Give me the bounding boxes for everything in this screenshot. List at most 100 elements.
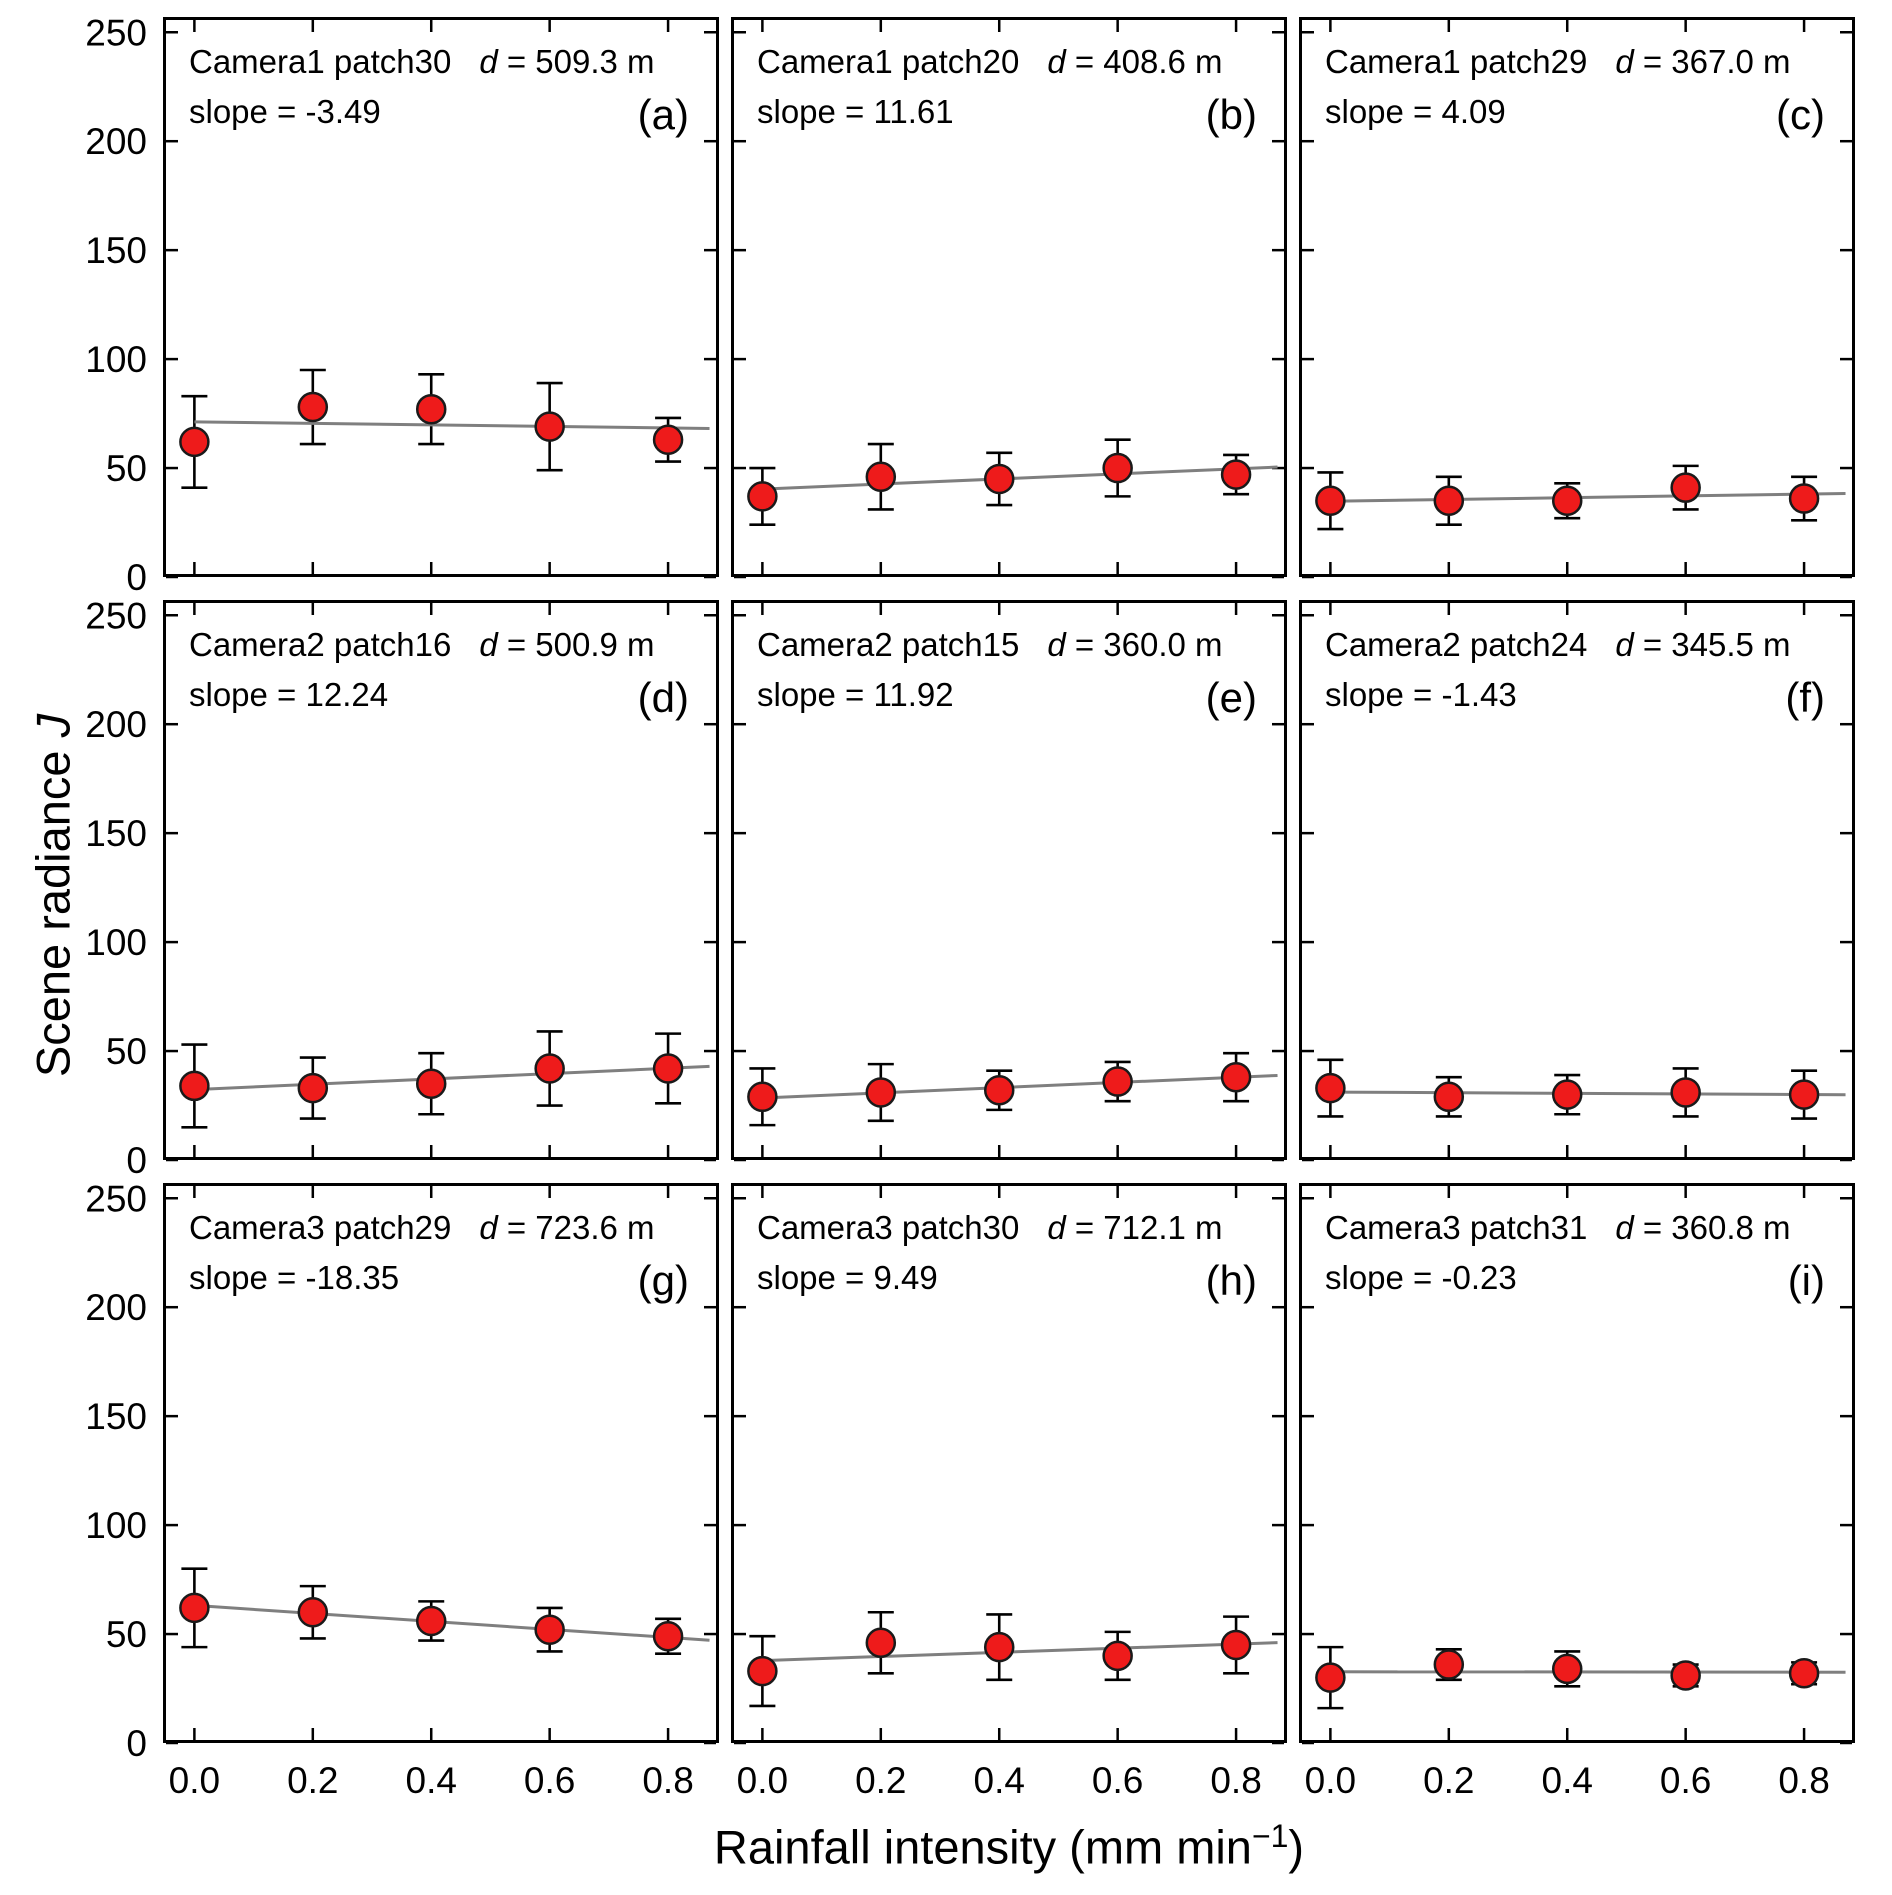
panel-title: Camera1 patch29 d = 367.0 m (1325, 43, 1791, 80)
x-tick-label: 0.2 (855, 1760, 906, 1801)
panel-label: (b) (1205, 91, 1257, 138)
y-tick-label: 100 (85, 339, 147, 380)
x-tick-label: 0.6 (1092, 1760, 1143, 1801)
plot-canvas-i: 0.0 0.2 0.4 0.6 0.8 (1299, 1183, 1855, 1801)
x-tick-label: 0.8 (1210, 1760, 1261, 1801)
panel-title: Camera2 patch24 d = 345.5 m (1325, 626, 1791, 663)
data-points (179, 391, 684, 458)
panel-border (1299, 1183, 1855, 1743)
panel-title: Camera2 patch16 d = 500.9 m (189, 626, 655, 663)
panel-title: Camera3 patch31 d = 360.8 m (1325, 1209, 1791, 1246)
panel-slope: slope = -3.49 (189, 93, 381, 130)
x-tick-label: 0.0 (737, 1760, 788, 1801)
y-tick-label: 50 (106, 448, 147, 489)
x-tick-label: 0.6 (524, 1760, 575, 1801)
plot-canvas-h: 0.0 0.2 0.4 0.6 0.8 (731, 1183, 1287, 1801)
panel-border (731, 17, 1287, 577)
plot-canvas-d: 0 50 100 150 200 250 (85, 595, 719, 1181)
tick-marks (734, 603, 1284, 1162)
panel-border (731, 600, 1287, 1160)
panel-border (731, 1183, 1287, 1743)
y-tick-label: 150 (85, 1396, 147, 1437)
panel-slope: slope = -0.23 (1325, 1259, 1517, 1296)
y-tick-label: 200 (85, 121, 147, 162)
fit-line (762, 1073, 1278, 1100)
data-points (747, 452, 1252, 512)
panel-b: Camera1 patch20 d = 408.6 m slope = 11.61… (731, 17, 1287, 579)
panel-title: Camera1 patch30 d = 509.3 m (189, 43, 655, 80)
panel-slope: slope = 4.09 (1325, 93, 1506, 130)
y-tick-label: 50 (106, 1614, 147, 1655)
panel-slope: slope = 11.92 (757, 676, 954, 713)
y-tick-label: 100 (85, 922, 147, 963)
panel-slope: slope = 12.24 (189, 676, 389, 713)
y-tick-label: 250 (85, 12, 147, 53)
panel-f: Camera2 patch24 d = 345.5 m slope = -1.43… (1299, 600, 1855, 1162)
plot-canvas-c (1299, 17, 1855, 579)
panel-c: Camera1 patch29 d = 367.0 m slope = 4.09 … (1299, 17, 1855, 579)
y-tick-label: 50 (106, 1031, 147, 1072)
tick-marks (1302, 20, 1852, 579)
panel-e: Camera2 patch15 d = 360.0 m slope = 11.92… (731, 600, 1287, 1162)
y-tick-label: 250 (85, 595, 147, 636)
panel-d: 0 50 100 150 200 250 Camera2 patch16 d = 500.9… (85, 595, 719, 1181)
data-points (1315, 1649, 1820, 1693)
fit-line (194, 1603, 710, 1642)
panel-title: Camera1 patch20 d = 408.6 m (757, 43, 1223, 80)
fit-line (762, 465, 1278, 491)
panel-border (163, 17, 719, 577)
y-tick-label: 150 (85, 813, 147, 854)
x-tick-label: 0.8 (1778, 1760, 1829, 1801)
plot-canvas-e (731, 600, 1287, 1162)
panel-slope: slope = -18.35 (189, 1259, 400, 1296)
panel-border (163, 1183, 719, 1743)
x-tick-label: 0.4 (406, 1760, 457, 1801)
panel-border (163, 600, 719, 1160)
panel-border (1299, 17, 1855, 577)
panel-title: Camera3 patch30 d = 712.1 m (757, 1209, 1223, 1246)
panel-title: Camera3 patch29 d = 723.6 m (189, 1209, 655, 1246)
y-tick-label: 250 (85, 1178, 147, 1219)
data-points (747, 1061, 1252, 1113)
panel-label: (e) (1205, 674, 1257, 721)
tick-marks (1302, 603, 1852, 1162)
panel-border (1299, 600, 1855, 1160)
y-tick-label: 150 (85, 230, 147, 271)
panel-slope: slope = 11.61 (757, 93, 954, 130)
plot-canvas-g: 0 50 100 150 200 250 0.0 0.2 0.4 0.6 0.8 (85, 1178, 719, 1801)
panel-slope: slope = 9.49 (757, 1259, 938, 1296)
panel-i: 0.0 0.2 0.4 0.6 0.8 Camera3 patch31 d = 360.8… (1299, 1183, 1855, 1801)
error-bars (181, 368, 682, 489)
y-axis-label: Scene radiance J (26, 713, 80, 1078)
panel-label: (c) (1776, 91, 1825, 138)
y-tick-label: 100 (85, 1505, 147, 1546)
panel-label: (h) (1205, 1257, 1257, 1304)
panel-a: 0 50 100 150 200 250 Camera1 patch30 d = 509.3… (85, 12, 719, 598)
panel-label: (a) (637, 91, 689, 138)
data-points (179, 1592, 684, 1652)
x-tick-label: 0.6 (1660, 1760, 1711, 1801)
x-tick-label: 0.4 (974, 1760, 1025, 1801)
x-axis-label: Rainfall intensity (mm min−1) (713, 1818, 1305, 1874)
panel-label: (d) (637, 674, 689, 721)
panel-slope: slope = -1.43 (1325, 676, 1517, 713)
plot-canvas-b (731, 17, 1287, 579)
fit-line (1330, 1090, 1846, 1097)
x-tick-label: 0.0 (169, 1760, 220, 1801)
x-tick-label: 0.0 (1305, 1760, 1356, 1801)
data-points (1315, 1072, 1820, 1113)
data-points (179, 1053, 684, 1104)
x-tick-label: 0.2 (1423, 1760, 1474, 1801)
y-tick-label: 200 (85, 1287, 147, 1328)
fit-line (194, 1064, 710, 1092)
y-tick-label: 0 (126, 1723, 147, 1764)
data-points (1315, 472, 1820, 516)
panel-g: 0 50 100 150 200 250 0.0 0.2 0.4 0.6 0.8 Camera3 p… (85, 1178, 719, 1801)
tick-marks (734, 20, 1284, 579)
y-tick-label: 0 (126, 557, 147, 598)
y-tick-label: 0 (126, 1140, 147, 1181)
x-tick-label: 0.4 (1542, 1760, 1593, 1801)
panel-label: (g) (637, 1257, 689, 1304)
plot-canvas-a: 0 50 100 150 200 250 (85, 12, 719, 598)
